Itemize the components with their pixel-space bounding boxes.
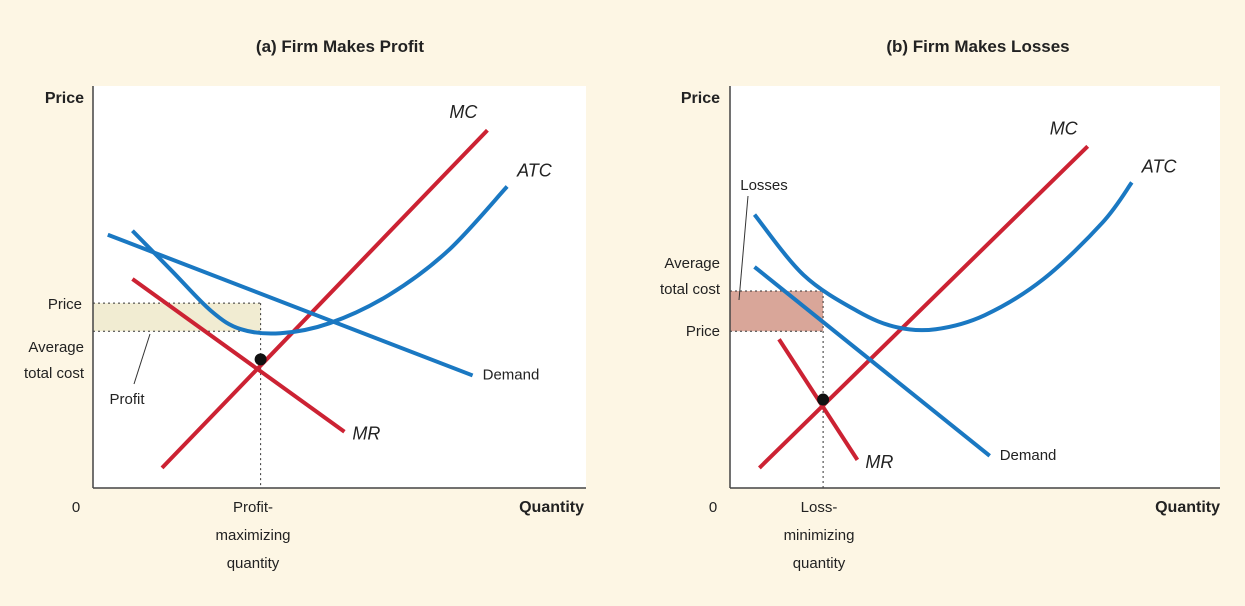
panel-a-q-tick-line2: maximizing <box>215 527 290 544</box>
panel-b-demand-curve <box>753 265 991 458</box>
panel-a-title: (a) Firm Makes Profit <box>256 37 424 56</box>
panel-b-demand-label: Demand <box>1000 447 1057 464</box>
panel-b-origin: 0 <box>709 499 717 516</box>
panel-a-mc-mr-intersection <box>254 353 267 366</box>
panel-b-series: MC ATC Demand MR <box>752 118 1178 472</box>
panel-a-mc-label: MC <box>449 102 478 122</box>
panel-b-atc-label: ATC <box>1141 156 1178 176</box>
panel-a-profit-pointer <box>133 333 151 385</box>
panel-a-q-tick-line1: Profit- <box>233 499 273 516</box>
panel-a-ylabel: Price <box>45 90 84 107</box>
panel-b-xlabel: Quantity <box>1155 499 1220 516</box>
panel-b-atc-curve <box>752 181 1134 333</box>
panel-b-mc-label: MC <box>1050 118 1079 138</box>
panel-a-atc-label: ATC <box>516 161 553 181</box>
panel-b-mr-label: MR <box>865 452 893 472</box>
panel-a-q-tick-line3: quantity <box>227 555 280 572</box>
panel-a-series: MC ATC Demand MR <box>107 102 553 470</box>
panel-b-price-tick: Price <box>686 323 720 340</box>
panel-a: (a) Firm Makes Profit MC ATC Demand MR Pric… <box>24 37 586 572</box>
panel-b-atc-tick-line2: total cost <box>660 281 721 298</box>
panel-b-title: (b) Firm Makes Losses <box>886 37 1069 56</box>
panel-a-xlabel: Quantity <box>519 499 584 516</box>
panel-a-demand-label: Demand <box>483 366 540 383</box>
panel-a-origin: 0 <box>72 499 80 516</box>
panel-a-price-tick: Price <box>48 296 82 313</box>
panel-a-plot-area <box>93 86 586 488</box>
panel-a-mr-label: MR <box>352 424 380 444</box>
panel-b-losses-annotation: Losses <box>740 177 788 194</box>
panel-a-atc-tick-line2: total cost <box>24 365 85 382</box>
panel-a-mc-curve <box>160 128 489 470</box>
panel-a-atc-tick-line1: Average <box>28 339 84 356</box>
panel-b-ylabel: Price <box>681 90 720 107</box>
panel-a-atc-curve <box>131 185 509 336</box>
panel-b-q-tick-line2: minimizing <box>784 527 855 544</box>
panel-a-mr-curve <box>131 277 346 434</box>
panel-b-plot-area <box>730 86 1220 488</box>
panel-b-atc-tick-line1: Average <box>664 255 720 272</box>
panel-b-losses-pointer <box>738 195 749 301</box>
panel-a-profit-annotation: Profit <box>109 391 145 408</box>
panel-b-q-tick-line1: Loss- <box>801 499 838 516</box>
panel-b-q-tick-line3: quantity <box>793 555 846 572</box>
panel-b-mc-curve <box>758 144 1090 470</box>
panel-a-demand-curve <box>107 232 474 378</box>
panel-b-mc-mr-intersection <box>817 393 830 406</box>
panel-b: (b) Firm Makes Losses MC ATC Demand MR Pric… <box>660 37 1220 572</box>
